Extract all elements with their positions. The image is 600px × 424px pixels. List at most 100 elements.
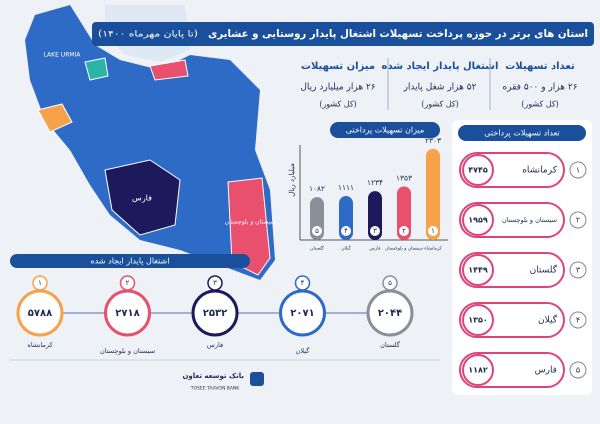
job-province: گلستان [380, 341, 401, 349]
title-banner [92, 22, 594, 46]
bar-rank: ۱ [431, 227, 435, 235]
bank-name-en: TOSEE TAAVON BANK [190, 386, 241, 392]
bank-name: بانک توسعه تعاون [182, 372, 244, 380]
chart-title: میزان تسهیلات پرداختی [346, 126, 425, 135]
summary-note: (کل کشور) [421, 100, 459, 109]
job-value: ۲۷۱۸ [115, 308, 139, 319]
item-value: ۱۳۵۰ [468, 316, 488, 325]
job-province: گیلان [296, 347, 311, 355]
job-rank: ۱ [38, 279, 42, 287]
bar-category: گلستان [310, 245, 325, 252]
job-province: سیستان و بلوچستان [100, 347, 155, 355]
summary-value: ۲۶ هزار و ۵۰۰ فقره [502, 83, 577, 93]
job-circle [366, 289, 414, 337]
job-rank-circle [382, 275, 398, 291]
bar-value: ۱۰۸۲ [309, 184, 325, 193]
bar-value: ۱۱۱۱ [338, 183, 354, 192]
province-kermanshah [37, 103, 73, 133]
bar-rank: ۴ [344, 227, 348, 235]
province-gilan [84, 57, 109, 81]
summary-value: ۵۲ هزار شغل پایدار [403, 83, 477, 93]
rank-circle [569, 261, 587, 279]
value-circle [462, 204, 494, 236]
province-fars [104, 159, 181, 236]
item-province: فارس [535, 366, 557, 376]
item-rank: ۱ [576, 166, 580, 175]
rank-badge [341, 226, 351, 236]
bar-category: فارس [369, 247, 380, 252]
summary-label: میزان تسهیلات [301, 61, 375, 72]
bar [397, 186, 411, 240]
summary-value: ۲۶ هزار میلیارد ریال [300, 83, 375, 93]
subtitle: (تا پایان مهرماه ۱۴۰۰) [98, 30, 198, 40]
item-value: ۴۷۴۵ [468, 166, 488, 175]
item-province: گیلان [538, 314, 558, 326]
item-rank: ۳ [576, 266, 581, 275]
rank-circle [569, 361, 587, 379]
bank-logo [250, 372, 264, 386]
item-rank: ۲ [576, 216, 580, 225]
rank-badge [312, 226, 322, 236]
rank-circle [569, 311, 587, 329]
province-sistan [227, 177, 271, 276]
item-province: سیستان و بلوچستان [502, 216, 557, 224]
panel-heading [458, 125, 586, 141]
value-circle [462, 304, 494, 336]
item-rank: ۴ [576, 316, 580, 325]
job-province: کرمانشاه [27, 341, 53, 349]
bar-value: ۲۳۰۳ [425, 136, 441, 145]
rank-circle [569, 211, 587, 229]
job-rank: ۲ [126, 279, 130, 287]
job-province: فارس [207, 341, 223, 349]
chart-heading [330, 122, 440, 138]
map-label: سیستان و بلوچستان [225, 219, 276, 226]
bar-rank: ۵ [315, 227, 319, 235]
item-value: ۱۴۴۹ [468, 266, 488, 275]
value-circle [462, 354, 494, 386]
job-value: ۵۷۸۸ [28, 308, 52, 319]
map-label: فارس [132, 194, 152, 203]
item-value: ۱۹۵۹ [468, 216, 488, 225]
title: استان های برتر در حوزه پرداخت تسهیلات اش… [208, 28, 588, 40]
rank-circle [569, 161, 587, 179]
job-rank: ۵ [388, 279, 392, 287]
panel-title: تعداد تسهیلات پرداختی [484, 129, 559, 138]
item-province: کرمانشاه [522, 166, 558, 176]
summary-label: تعداد تسهیلات [505, 61, 575, 72]
job-value: ۲۰۷۱ [290, 308, 314, 319]
value-circle [462, 154, 494, 186]
job-circle [104, 289, 151, 337]
summary-note: (کل کشور) [521, 100, 559, 109]
job-circle [16, 289, 64, 337]
summary-label: اشتغال پایدار ایجاد شده [382, 61, 499, 72]
bar-value: ۱۲۳۴ [367, 178, 383, 187]
job-circle [279, 289, 326, 337]
item-rank: ۵ [576, 366, 580, 375]
province-golestan [149, 59, 189, 81]
item-value: ۱۱۸۲ [468, 366, 488, 375]
job-rank-circle [119, 275, 136, 291]
bar-category: سیستان و بلوچستان [385, 247, 423, 252]
value-circle [462, 254, 494, 286]
job-rank-circle [294, 275, 311, 291]
item-province: گلستان [530, 264, 558, 276]
summary-note: (کل کشور) [319, 100, 357, 109]
jobs-heading [10, 254, 250, 268]
rank-badge [428, 226, 438, 236]
job-value: ۲۰۴۴ [378, 308, 402, 319]
bar-category: کرمانشاه [424, 246, 442, 252]
bar [426, 148, 440, 240]
job-value: ۲۵۳۲ [203, 308, 227, 319]
job-rank-circle [32, 275, 48, 291]
jobs-title: اشتغال پایدار ایجاد شده [91, 257, 170, 266]
unit-label: میلیارد ریال [288, 163, 296, 197]
bar-rank: ۳ [373, 227, 377, 235]
bar-value: ۱۳۵۳ [396, 173, 412, 182]
rank-badge [399, 226, 409, 236]
bar-category: گیلان [341, 245, 351, 252]
job-rank-circle [207, 275, 223, 291]
map-iran [25, 5, 275, 280]
job-rank: ۳ [213, 279, 217, 287]
job-circle [191, 289, 239, 337]
